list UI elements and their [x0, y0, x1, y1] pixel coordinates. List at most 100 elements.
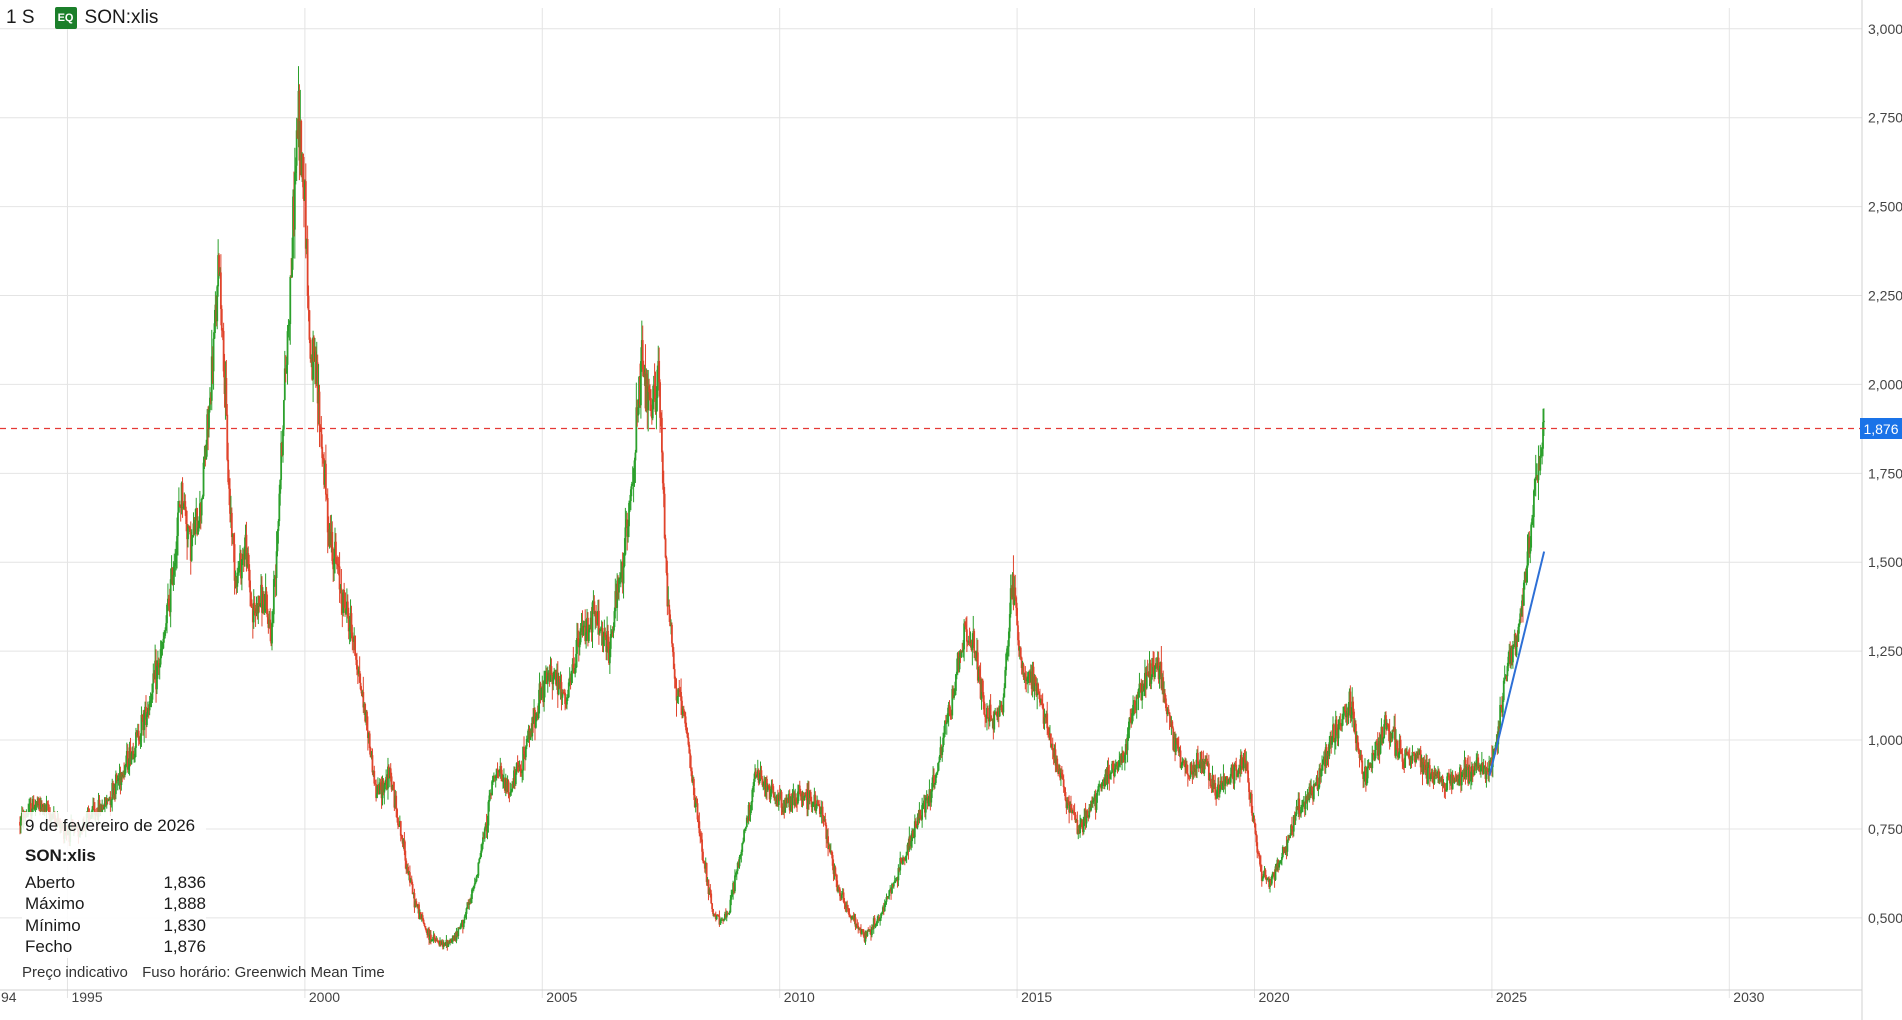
candle-body: [883, 903, 886, 912]
candle-body: [748, 805, 751, 816]
candle-body: [213, 323, 216, 339]
candle-body: [1115, 763, 1118, 765]
candle-body: [1419, 750, 1422, 768]
candle-body: [825, 825, 828, 839]
candle-body: [1037, 683, 1039, 693]
candle-body: [576, 638, 578, 654]
candle-body: [477, 862, 480, 876]
candle-body: [150, 699, 153, 701]
candle-body: [1539, 455, 1542, 471]
candle-body: [667, 604, 670, 607]
candle-body: [611, 630, 614, 633]
candle-body: [949, 713, 952, 715]
candle-body: [290, 276, 293, 278]
candle-body: [298, 90, 301, 161]
candle-body: [1010, 588, 1013, 597]
candle-body: [950, 713, 953, 716]
candle-body: [746, 817, 749, 821]
candle-body: [725, 913, 728, 918]
candle-body: [1090, 800, 1092, 811]
candle-body: [798, 785, 801, 794]
candle-body: [884, 901, 887, 904]
candle-body: [309, 339, 312, 359]
candle-body: [692, 779, 695, 796]
candle-body: [767, 785, 770, 787]
candle-body: [1417, 752, 1419, 756]
candle-body: [375, 784, 378, 799]
candle-body: [479, 857, 482, 859]
candle-body: [1476, 757, 1479, 761]
candle-body: [115, 774, 118, 781]
candle-body: [564, 692, 567, 705]
candle-body: [954, 690, 956, 696]
candle-body: [1343, 710, 1345, 716]
candle-body: [528, 728, 531, 740]
candle-body: [839, 889, 841, 897]
candle-body: [1305, 796, 1308, 802]
candle-body: [359, 682, 362, 690]
candle-body: [1306, 794, 1309, 802]
candle-body: [422, 919, 425, 924]
y-tick-label: 0,500: [1868, 910, 1902, 926]
candle-body: [572, 664, 575, 669]
candle-body: [1456, 775, 1459, 782]
candle-body: [432, 935, 435, 940]
candle-body: [1012, 574, 1015, 605]
candle-body: [1243, 757, 1246, 760]
candle-body: [218, 255, 220, 275]
candle-body: [1006, 648, 1008, 654]
candle-body: [461, 920, 464, 928]
interval-selector[interactable]: 1 S: [6, 7, 35, 28]
candle-body: [1002, 697, 1005, 713]
candle-body: [924, 797, 927, 813]
candle-body: [516, 762, 519, 764]
candle-body: [315, 362, 318, 384]
candle-body: [934, 782, 936, 784]
candle-body: [98, 799, 101, 813]
candle-body: [1525, 567, 1528, 582]
candle-body: [903, 859, 906, 861]
candle-body: [191, 535, 194, 538]
candle-body: [1117, 765, 1120, 771]
candle-body: [661, 417, 663, 453]
trend-line[interactable]: [1488, 551, 1546, 776]
candle-body: [827, 836, 829, 849]
candle-body: [494, 777, 497, 779]
candle-body: [132, 750, 135, 760]
candle-body: [200, 499, 203, 516]
candle-body: [436, 939, 439, 942]
candle-body: [844, 903, 847, 908]
trend-line-layer[interactable]: [1488, 551, 1546, 776]
candle-body: [1280, 860, 1282, 863]
candle-body: [476, 875, 479, 877]
candle-body: [877, 917, 880, 920]
candle-body: [1323, 756, 1326, 767]
candle-body: [387, 766, 390, 779]
candle-body: [662, 483, 665, 494]
equity-badge-icon: EQ: [54, 7, 77, 29]
candle-body: [32, 798, 35, 810]
candle-body: [1082, 816, 1085, 833]
candle-body: [466, 902, 469, 909]
candle-body: [1488, 760, 1491, 773]
candle-body: [1029, 671, 1032, 683]
candle-body: [674, 678, 677, 688]
candle-body: [1335, 719, 1338, 731]
candle-body: [1038, 692, 1040, 695]
candle-body: [1302, 801, 1305, 805]
candle-body: [1511, 648, 1513, 663]
candle-body: [965, 629, 968, 642]
candle-body: [722, 919, 724, 921]
candle-body: [1303, 801, 1306, 809]
candle-body: [108, 797, 111, 800]
candle-body: [808, 792, 811, 798]
candle-body: [1187, 775, 1190, 777]
candle-body: [316, 362, 319, 404]
candle-body: [1343, 710, 1346, 712]
symbol-label[interactable]: SON:xlis: [84, 7, 159, 28]
candle-body: [1272, 872, 1275, 874]
candle-body: [414, 901, 417, 908]
candle-body: [1220, 780, 1223, 786]
